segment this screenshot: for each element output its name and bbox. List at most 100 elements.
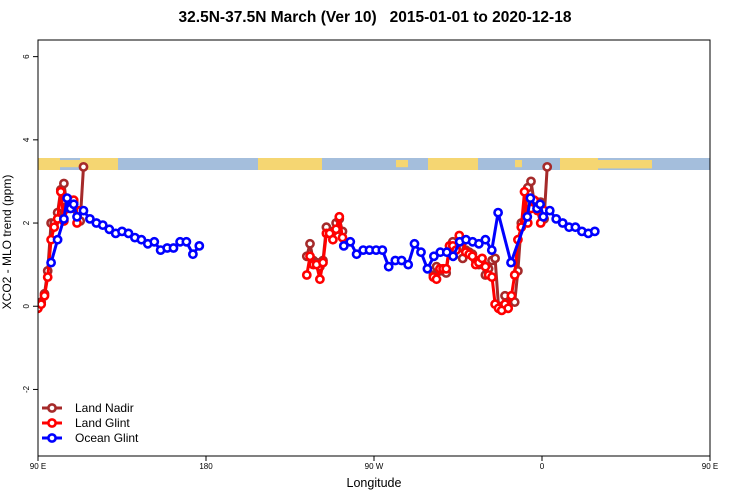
- data-point: [305, 251, 315, 262]
- data-point: [337, 232, 348, 243]
- data-point: [526, 176, 536, 187]
- data-point: [331, 224, 341, 235]
- legend-marker: [47, 418, 57, 428]
- data-point: [506, 257, 516, 268]
- data-point: [49, 222, 60, 233]
- data-point: [480, 234, 491, 245]
- legend-label: Land Nadir: [75, 401, 134, 415]
- data-point: [441, 263, 452, 274]
- series-ocean-glint: [46, 193, 600, 274]
- land-patch: [598, 160, 652, 169]
- data-point: [314, 274, 325, 285]
- data-point: [72, 211, 82, 222]
- data-point: [42, 272, 53, 282]
- data-point: [480, 261, 491, 272]
- data-point: [338, 240, 349, 251]
- data-point: [345, 236, 356, 247]
- data-point: [136, 234, 147, 245]
- land-patch: [428, 158, 478, 170]
- data-point: [509, 270, 520, 280]
- data-point: [85, 213, 95, 224]
- data-point: [441, 247, 452, 258]
- x-tick-label: 180: [199, 462, 213, 471]
- data-point: [194, 240, 205, 251]
- data-point: [377, 245, 388, 255]
- data-point: [522, 211, 533, 222]
- data-point: [448, 251, 458, 262]
- data-point: [351, 249, 362, 260]
- data-point: [39, 290, 50, 301]
- x-tick-label: 90 E: [702, 462, 718, 471]
- data-point: [46, 257, 56, 268]
- data-point: [487, 272, 497, 282]
- data-point: [544, 205, 555, 216]
- data-point: [181, 236, 192, 247]
- data-point: [525, 193, 536, 203]
- data-point: [490, 253, 500, 264]
- data-point: [334, 211, 345, 222]
- data-point: [318, 257, 328, 268]
- data-point: [168, 243, 179, 253]
- legend-label: Land Glint: [75, 416, 130, 430]
- x-tick-label: 90 E: [30, 462, 46, 471]
- land-patch: [80, 158, 118, 170]
- data-point: [557, 218, 568, 228]
- data-point: [383, 261, 394, 272]
- data-point: [78, 205, 89, 216]
- data-point: [416, 247, 426, 258]
- data-point: [187, 249, 198, 260]
- x-tick-label: 0: [540, 462, 545, 471]
- data-point: [538, 211, 549, 222]
- data-point: [503, 303, 514, 314]
- y-tick-label: 6: [22, 54, 31, 59]
- legend-marker: [47, 433, 57, 443]
- land-patch: [515, 160, 522, 168]
- data-point: [78, 161, 89, 172]
- data-point: [506, 290, 517, 301]
- data-point: [301, 270, 312, 280]
- legend-label: Ocean Glint: [75, 431, 139, 445]
- data-point: [55, 186, 66, 197]
- data-point: [535, 199, 545, 210]
- data-point: [104, 224, 115, 235]
- land-patch: [396, 160, 408, 168]
- data-point: [305, 238, 315, 249]
- x-axis-label: Longitude: [346, 476, 402, 490]
- chart-title: 32.5N-37.5N March (Ver 10) 2015-01-01 to…: [178, 9, 572, 26]
- data-point: [149, 236, 160, 247]
- data-point: [59, 178, 69, 189]
- data-point: [589, 226, 600, 237]
- land-ocean-map-strip: [38, 158, 710, 170]
- land-patch: [560, 158, 598, 170]
- data-point: [519, 186, 530, 197]
- data-point: [493, 207, 503, 218]
- land-patch: [258, 158, 322, 170]
- data-point: [542, 161, 553, 172]
- data-point: [62, 193, 72, 203]
- ocean-band: [38, 158, 710, 170]
- data-point: [570, 222, 581, 233]
- data-point: [467, 251, 478, 262]
- land-patch: [38, 158, 60, 170]
- data-point: [97, 220, 108, 230]
- data-point: [52, 234, 63, 245]
- y-tick-label: 2: [22, 220, 31, 225]
- series-land-glint: [38, 186, 549, 316]
- data-point: [396, 255, 407, 266]
- data-point: [38, 299, 47, 310]
- data-point: [327, 234, 338, 245]
- data-point: [428, 251, 439, 262]
- data-point: [422, 263, 433, 274]
- data-point: [403, 259, 414, 270]
- data-point: [473, 238, 484, 249]
- land-patch: [60, 160, 80, 168]
- x-tick-label: 90 W: [365, 462, 384, 471]
- data-point: [409, 238, 420, 249]
- y-tick-label: 4: [22, 137, 31, 142]
- data-point: [123, 228, 134, 239]
- data-point: [68, 199, 79, 210]
- data-point: [477, 253, 487, 264]
- data-point: [59, 213, 69, 224]
